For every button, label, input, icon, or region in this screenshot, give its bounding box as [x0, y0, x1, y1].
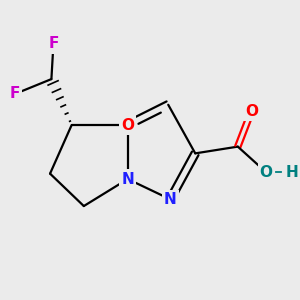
Text: O: O: [121, 118, 134, 133]
Text: F: F: [48, 37, 59, 52]
Text: N: N: [121, 172, 134, 187]
Text: O: O: [260, 165, 273, 180]
Text: O: O: [245, 104, 258, 119]
Text: H: H: [285, 165, 298, 180]
Text: N: N: [164, 192, 177, 207]
Text: F: F: [10, 86, 20, 101]
